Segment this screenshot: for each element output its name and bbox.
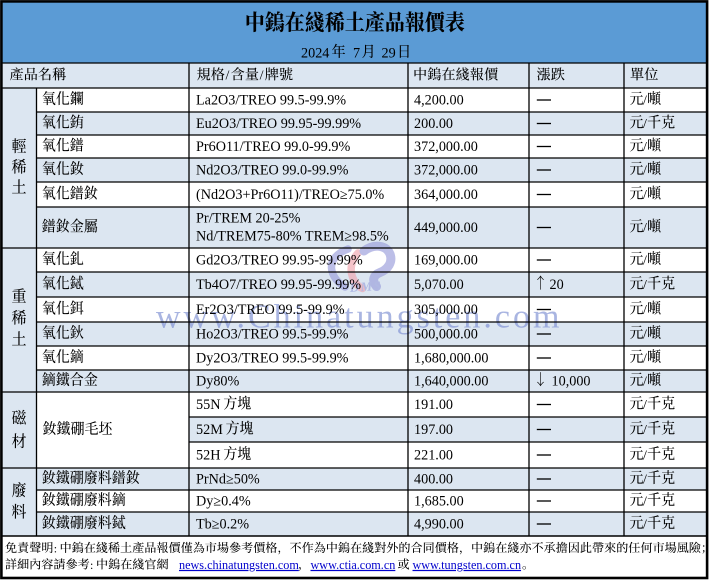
svg-text::: : [90, 558, 93, 572]
svg-text:197.00: 197.00 [414, 422, 453, 438]
svg-text:7: 7 [353, 45, 360, 61]
svg-text:/: / [260, 69, 264, 84]
svg-text:/: / [643, 494, 647, 509]
svg-text:/: / [643, 140, 647, 155]
svg-text:Gd2O3/TREO 99.95-99.99%: Gd2O3/TREO 99.95-99.99% [196, 252, 363, 268]
svg-text:Nd2O3/TREO 99.0-99.9%: Nd2O3/TREO 99.0-99.9% [196, 162, 349, 178]
svg-text:DMS: DMS [348, 278, 383, 295]
svg-text:Er2O3/TREO 99.5-99.9%: Er2O3/TREO 99.5-99.9% [196, 302, 345, 318]
svg-text:/: / [643, 188, 647, 203]
svg-text:4,990.00: 4,990.00 [414, 516, 464, 532]
svg-text:200.00: 200.00 [414, 116, 453, 132]
svg-text:/: / [643, 163, 647, 178]
svg-text:/: / [643, 93, 647, 108]
svg-text:400.00: 400.00 [414, 471, 453, 487]
svg-text:169,000.00: 169,000.00 [414, 252, 478, 268]
svg-text:372,000.00: 372,000.00 [414, 139, 478, 155]
svg-text:/: / [643, 398, 647, 413]
svg-text:52M: 52M [196, 422, 223, 438]
svg-text:/: / [643, 517, 647, 532]
svg-text:221.00: 221.00 [414, 447, 453, 463]
svg-text:1,640,000.00: 1,640,000.00 [414, 373, 488, 389]
svg-text:www.ctia.com.cn: www.ctia.com.cn [311, 558, 396, 572]
svg-text:4,200.00: 4,200.00 [414, 92, 464, 108]
svg-text:www.Chinatungsten.com: www.Chinatungsten.com [156, 299, 562, 336]
svg-text:Ho2O3/TREO 99.5-99.9%: Ho2O3/TREO 99.5-99.9% [196, 326, 349, 342]
svg-text:5,070.00: 5,070.00 [414, 277, 464, 293]
svg-text:PrNd≥50%: PrNd≥50% [196, 471, 260, 487]
svg-text:/: / [643, 351, 647, 366]
svg-text:Eu2O3/TREO 99.95-99.99%: Eu2O3/TREO 99.95-99.99% [196, 116, 361, 132]
svg-text:/: / [643, 221, 647, 236]
svg-text:500,000.00: 500,000.00 [414, 326, 478, 342]
svg-text:Tb4O7/TREO 99.95-99.99%: Tb4O7/TREO 99.95-99.99% [196, 277, 361, 293]
svg-text:Dy80%: Dy80% [196, 373, 240, 389]
svg-text:/: / [643, 327, 647, 342]
svg-text:(Nd2O3+Pr6O11)/TREO≥75.0%: (Nd2O3+Pr6O11)/TREO≥75.0% [196, 187, 384, 203]
svg-text:Dy≥0.4%: Dy≥0.4% [196, 493, 251, 509]
svg-text:/: / [643, 117, 647, 132]
svg-text:52H: 52H [196, 447, 220, 463]
svg-text:1,685.00: 1,685.00 [414, 493, 464, 509]
svg-text:/: / [643, 472, 647, 487]
svg-text::: : [54, 541, 57, 555]
svg-text:191.00: 191.00 [414, 397, 453, 413]
svg-text:/: / [226, 69, 230, 84]
svg-text:29: 29 [382, 45, 396, 61]
svg-text:372,000.00: 372,000.00 [414, 162, 478, 178]
svg-text:news.chinatungsten.com: news.chinatungsten.com [179, 558, 299, 572]
svg-text:1,680,000.00: 1,680,000.00 [414, 350, 488, 366]
svg-text:Nd/TREM75-80% TREM≥98.5%: Nd/TREM75-80% TREM≥98.5% [196, 228, 389, 244]
svg-text:Pr/TREM 20-25%: Pr/TREM 20-25% [196, 210, 301, 226]
svg-text:10,000: 10,000 [552, 373, 591, 389]
svg-text:/: / [643, 303, 647, 318]
svg-text:/: / [643, 253, 647, 268]
svg-text:364,000.00: 364,000.00 [414, 187, 478, 203]
svg-text:/: / [643, 423, 647, 438]
svg-text:20: 20 [550, 277, 564, 293]
svg-text:/: / [643, 278, 647, 293]
svg-text:2024: 2024 [301, 45, 329, 61]
svg-text:Pr6O11/TREO 99.0-99.9%: Pr6O11/TREO 99.0-99.9% [196, 139, 351, 155]
svg-text:Dy2O3/TREO 99.5-99.9%: Dy2O3/TREO 99.5-99.9% [196, 350, 349, 366]
svg-text:La2O3/TREO 99.5-99.9%: La2O3/TREO 99.5-99.9% [196, 92, 346, 108]
svg-text:/: / [643, 374, 647, 389]
svg-text:305,000.00: 305,000.00 [414, 302, 478, 318]
svg-text:Tb≥0.2%: Tb≥0.2% [196, 516, 249, 532]
svg-text:449,000.00: 449,000.00 [414, 220, 478, 236]
svg-text:/: / [643, 448, 647, 463]
svg-text:www.tungsten.com.cn: www.tungsten.com.cn [413, 558, 522, 572]
svg-text:55N: 55N [196, 397, 220, 413]
